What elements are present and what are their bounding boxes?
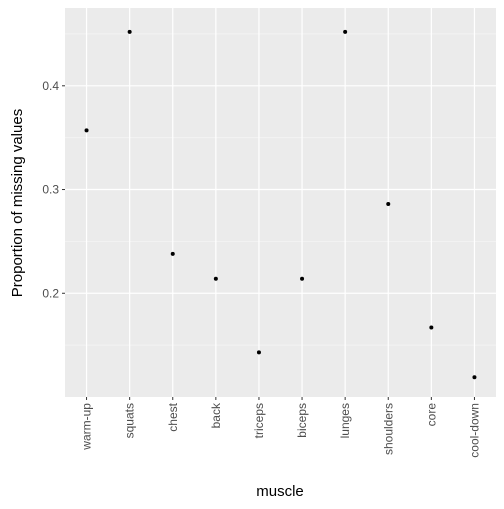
x-axis-title: muscle <box>256 483 304 500</box>
x-tick-label: triceps <box>252 403 266 438</box>
x-tick-label: squats <box>123 403 137 438</box>
x-tick-label: warm-up <box>80 403 94 451</box>
x-tick-label: biceps <box>295 403 309 438</box>
data-point <box>472 375 477 380</box>
data-point <box>84 128 89 133</box>
data-point <box>386 202 391 207</box>
x-tick-label: chest <box>166 402 180 431</box>
minor-gridlines <box>65 33 496 346</box>
data-point <box>127 29 132 34</box>
x-axis-ticks: warm-up squats chest back triceps biceps lunge… <box>80 397 481 458</box>
data-point <box>300 276 305 281</box>
data-point <box>213 276 218 281</box>
data-point <box>256 350 261 355</box>
x-tick-label: lunges <box>338 403 352 438</box>
x-tick-label: back <box>209 402 223 428</box>
y-axis-ticks: 0.2 0.3 0.4 <box>42 79 65 300</box>
x-tick-label: core <box>424 403 438 427</box>
y-tick-label: 0.4 <box>42 79 59 93</box>
x-tick-label: shoulders <box>381 403 395 455</box>
y-axis-title: Proportion of missing values <box>9 109 26 297</box>
data-point <box>429 325 434 330</box>
data-point <box>343 29 348 34</box>
y-tick-label: 0.3 <box>42 183 59 197</box>
data-point <box>170 251 175 256</box>
data-points <box>84 29 477 380</box>
plot-panel <box>65 8 496 397</box>
y-tick-label: 0.2 <box>42 286 59 300</box>
x-tick-label: cool-down <box>467 403 481 458</box>
